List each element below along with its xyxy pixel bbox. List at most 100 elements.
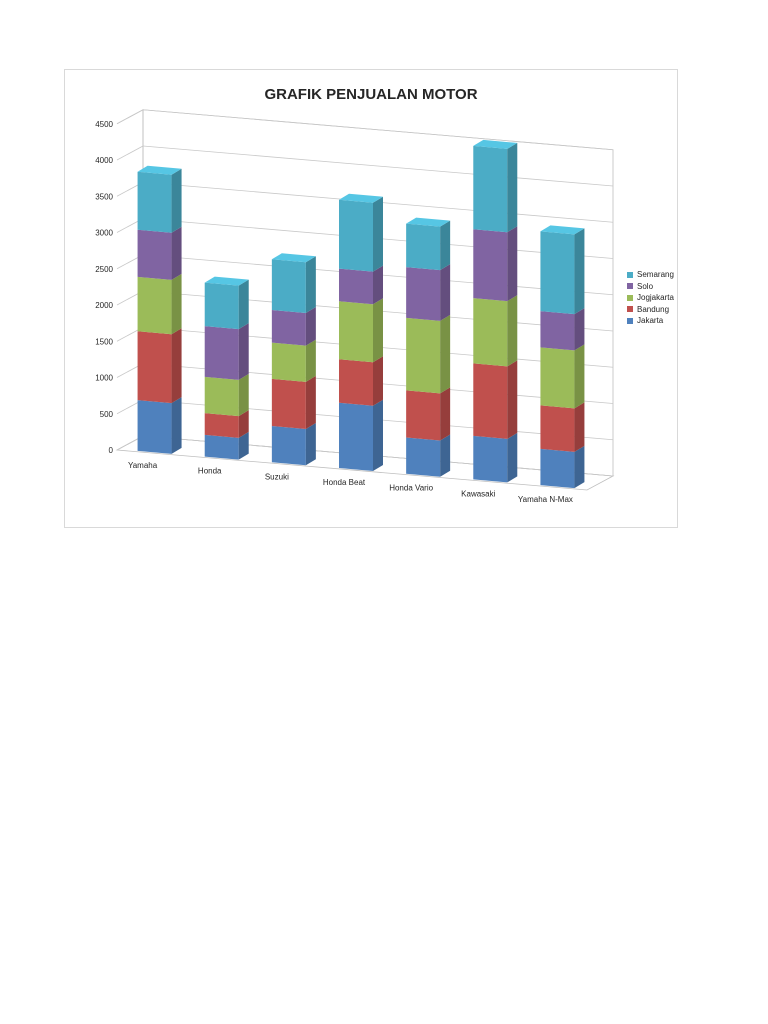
- bar-segment-side: [305, 339, 316, 382]
- y-tick-label: 3000: [95, 229, 113, 238]
- bar-segment-side: [574, 445, 585, 489]
- bar-segment-side: [171, 226, 182, 280]
- legend-swatch: [627, 317, 633, 324]
- legend-label: Solo: [637, 281, 654, 291]
- x-category-label: Honda Vario: [389, 484, 433, 493]
- chart-plot: 0 500 1000 1500 2000 2500 3000 3500 4000 4500 Yama…: [95, 109, 615, 504]
- bar-segment-side: [373, 265, 383, 305]
- bar-segment-bandung: [540, 405, 575, 452]
- legend-item-solo: Solo: [627, 281, 674, 293]
- bar-stack: [271, 253, 316, 466]
- chart-area: 0 500 1000 1500 2000 2500 3000 3500 4000 4500 Yama…: [64, 69, 678, 528]
- bar-segment-side: [440, 220, 451, 271]
- legend-item-semarang: Semarang: [627, 269, 674, 281]
- bar-segment-jogjakarta: [406, 317, 441, 394]
- bar-top: [339, 193, 383, 203]
- bar-segment-jakarta: [271, 426, 306, 466]
- bar-segment-jogjakarta: [339, 301, 373, 363]
- legend-swatch: [627, 271, 633, 278]
- bar-segment-bandung: [339, 359, 373, 406]
- bar-top: [473, 139, 518, 149]
- bar-segment-jakarta: [540, 448, 575, 489]
- bar-segment-side: [440, 387, 451, 441]
- bar-segment-semarang: [473, 145, 508, 233]
- bar-segment-side: [507, 360, 518, 439]
- bar-segment-side: [238, 410, 249, 438]
- y-tick-label: 4000: [95, 156, 113, 165]
- bar-segment-side: [171, 273, 182, 335]
- bar-segment-side: [574, 402, 585, 452]
- legend-swatch: [627, 306, 633, 313]
- legend-label: Jakarta: [637, 316, 664, 326]
- bar-segment-solo: [137, 229, 172, 280]
- bar-stack: [204, 276, 249, 460]
- chart-title: GRAFIK PENJUALAN MOTOR: [264, 86, 478, 103]
- bar-segment-side: [171, 328, 182, 404]
- x-category-label: Honda: [198, 467, 222, 476]
- legend-item-bandung: Bandung: [627, 304, 674, 316]
- y-tick-label: 1000: [95, 374, 113, 383]
- gridline-side: [116, 145, 144, 161]
- bar-stack: [339, 193, 383, 471]
- bar-stack: [473, 139, 518, 483]
- bar-segment-jogjakarta: [204, 376, 239, 417]
- bar-segment-side: [238, 279, 249, 330]
- bar-segment-side: [440, 314, 451, 394]
- bar-segment-side: [238, 373, 249, 417]
- bar-segment-bandung: [406, 390, 441, 441]
- bar-segment-semarang: [406, 223, 441, 271]
- bar-segment-jogjakarta: [137, 276, 172, 335]
- bar-segment-semarang: [540, 231, 575, 315]
- bar-segment-jakarta: [204, 434, 239, 460]
- bar-segment-side: [440, 434, 451, 477]
- bar-segment-solo: [339, 268, 373, 305]
- bar-segment-bandung: [137, 331, 172, 404]
- legend-item-jakarta: Jakarta: [627, 315, 674, 327]
- bar-segment-solo: [204, 326, 239, 380]
- y-tick-label: 1500: [95, 337, 113, 346]
- bar-segment-jakarta: [339, 402, 373, 471]
- x-category-label: Honda Beat: [323, 478, 366, 487]
- bar-segment-side: [171, 397, 182, 454]
- bar-top: [271, 253, 316, 263]
- bar-segment-jogjakarta: [271, 342, 306, 382]
- bar-segment-solo: [473, 229, 508, 302]
- legend-swatch: [627, 294, 633, 301]
- bar-segment-jogjakarta: [473, 298, 508, 367]
- x-category-label: Yamaha N-Max: [518, 495, 573, 504]
- bar-top: [406, 217, 451, 227]
- bar-segment-side: [305, 256, 316, 314]
- bar-segment-side: [574, 228, 585, 315]
- bar-segment-semarang: [204, 282, 239, 330]
- y-tick-label: 0: [109, 446, 114, 455]
- bar-segment-side: [171, 168, 182, 233]
- y-tick-label: 500: [100, 410, 114, 419]
- gridline: [142, 145, 614, 187]
- gridline-side: [116, 109, 144, 125]
- bar-segment-side: [507, 226, 518, 302]
- bar-segment-side: [238, 323, 249, 380]
- bar-segment-semarang: [137, 171, 172, 233]
- bar-top: [540, 225, 585, 235]
- bar-segment-bandung: [204, 413, 239, 438]
- bar-segment-side: [373, 298, 383, 363]
- bar-segment-solo: [406, 267, 441, 321]
- legend-label: Bandung: [637, 304, 670, 314]
- bar-stack: [540, 225, 585, 489]
- x-category-label: Suzuki: [265, 472, 289, 481]
- bar-stack: [406, 217, 451, 477]
- bar-segment-semarang: [339, 199, 373, 272]
- bar-stack: [137, 165, 182, 454]
- bar-segment-semarang: [271, 259, 306, 314]
- bar-segment-side: [305, 423, 316, 466]
- y-tick-label: 4500: [95, 120, 113, 129]
- legend-label: Semarang: [637, 270, 674, 280]
- bar-top: [137, 165, 182, 175]
- bar-segment-jakarta: [137, 400, 172, 454]
- bar-segment-side: [507, 432, 518, 483]
- bar-segment-solo: [540, 311, 575, 351]
- chart-legend: Semarang Solo Jogjakarta Bandung Jakarta: [627, 269, 674, 327]
- bar-segment-jakarta: [406, 437, 441, 477]
- gridline: [142, 109, 614, 151]
- bar-segment-side: [238, 431, 249, 460]
